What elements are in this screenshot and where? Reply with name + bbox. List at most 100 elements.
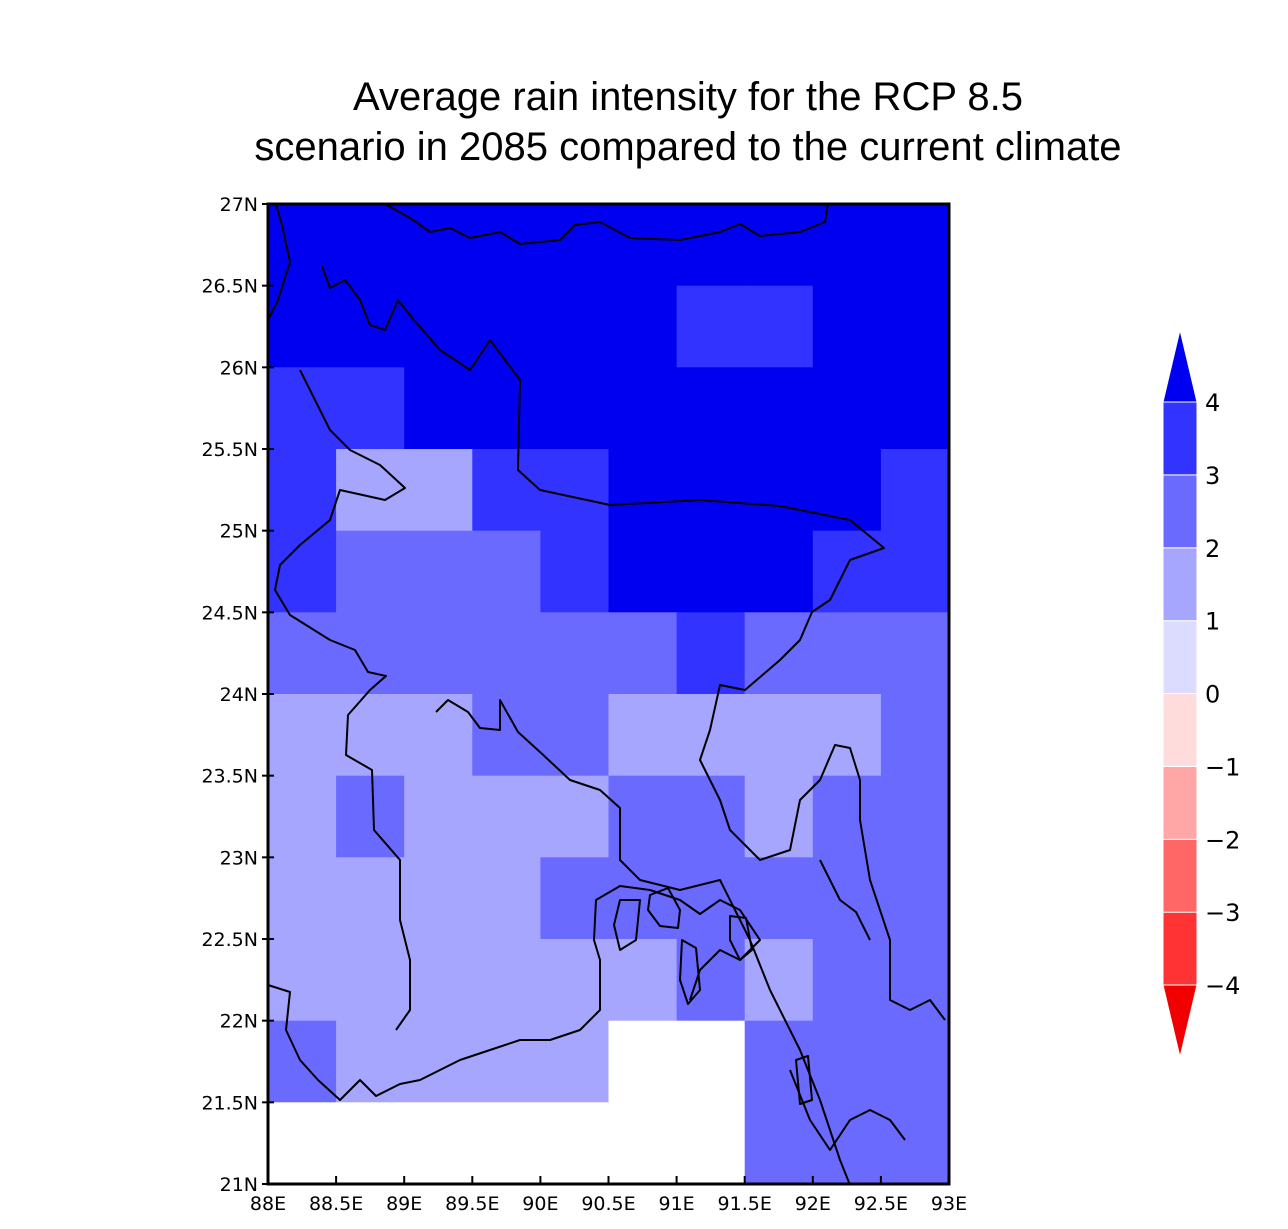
heatmap-cell — [676, 612, 746, 695]
heatmap-cell — [540, 204, 610, 287]
heatmap-cell — [540, 285, 610, 368]
heatmap-cell — [880, 775, 950, 858]
heatmap-cell — [336, 939, 405, 1022]
y-tick-label: 25N — [220, 521, 258, 543]
heatmap-cell — [744, 1020, 814, 1103]
heatmap-cell — [336, 612, 405, 695]
x-axis-ticks: 88E 88.5E 89E 89.5E 90E 90.5E 91E 91.5E 92E 92.5E… — [250, 1176, 967, 1215]
heatmap-cell — [268, 204, 337, 287]
heatmap-cells — [268, 204, 950, 1185]
heatmap-cell — [676, 1102, 746, 1185]
heatmap-cell — [268, 939, 337, 1022]
heatmap-cell — [540, 694, 610, 777]
coastline-islands — [613, 887, 813, 1105]
heatmap-cell — [472, 530, 541, 613]
heatmap-cell — [472, 449, 541, 532]
x-tick-label: 89E — [386, 1193, 422, 1215]
heatmap-cell — [812, 1102, 882, 1185]
colorbar-triangle-min — [1162, 984, 1198, 1058]
colorbar-label: −2 — [1205, 826, 1240, 854]
heatmap-cell — [812, 939, 882, 1022]
heatmap-cell — [404, 285, 473, 368]
heatmap-cell — [608, 939, 678, 1022]
heatmap-cell — [812, 775, 882, 858]
x-tick-label: 91E — [659, 1193, 695, 1215]
heatmap-cell — [268, 694, 337, 777]
heatmap-cell — [744, 1102, 814, 1185]
x-tick-label: 90E — [522, 1193, 558, 1215]
heatmap-cell — [404, 204, 473, 287]
heatmap-cell — [540, 939, 610, 1022]
heatmap-cell — [404, 367, 473, 450]
heatmap-cell — [676, 449, 746, 532]
colorbar-label: 3 — [1205, 462, 1220, 490]
heatmap-cell — [404, 939, 473, 1022]
y-tick-label: 26.5N — [201, 276, 258, 298]
coastline-north-border — [384, 203, 829, 245]
y-axis-ticks: 21N 21.5N 22N 22.5N 23N 23.5N 24N 24.5N 25N 25.5N… — [201, 194, 274, 1196]
heatmap-cell — [472, 694, 541, 777]
heatmap-cell — [336, 775, 405, 858]
colorbar-label: 2 — [1205, 535, 1220, 563]
heatmap-cell — [608, 449, 678, 532]
heatmap-cell — [268, 1102, 337, 1185]
colorbar-bin — [1162, 620, 1198, 694]
heatmap-cell — [744, 367, 814, 450]
heatmap-cell — [268, 612, 337, 695]
heatmap-cell — [472, 612, 541, 695]
heatmap-cell — [608, 612, 678, 695]
chart-title-line-1: Average rain intensity for the RCP 8.5 — [353, 75, 1023, 119]
coastline-east — [789, 859, 906, 1151]
colorbar-bin — [1162, 693, 1198, 767]
heatmap-cell — [812, 204, 882, 287]
heatmap-cell — [540, 775, 610, 858]
heatmap-cell — [744, 857, 814, 940]
heatmap-cell — [676, 939, 746, 1022]
x-tick-label: 88E — [250, 1193, 286, 1215]
heatmap-cell — [608, 1020, 678, 1103]
colorbar-label: 1 — [1205, 608, 1220, 636]
coastline-west-border — [267, 203, 946, 1021]
y-tick-label: 22.5N — [201, 929, 258, 951]
heatmap-cell — [336, 857, 405, 940]
heatmap-cell — [744, 449, 814, 532]
heatmap-cell — [812, 530, 882, 613]
heatmap-cell — [812, 449, 882, 532]
y-tick-label: 26N — [220, 357, 258, 379]
heatmap-cell — [676, 694, 746, 777]
coastline-india-west — [274, 369, 411, 1031]
coastline — [267, 203, 946, 1186]
heatmap-cell — [336, 530, 405, 613]
heatmap-cell — [812, 285, 882, 368]
heatmap-cell — [404, 1102, 473, 1185]
colorbar-label: −3 — [1205, 899, 1240, 927]
y-tick-label: 24.5N — [201, 602, 258, 624]
y-tick-label: 25.5N — [201, 439, 258, 461]
heatmap-cell — [880, 857, 950, 940]
heatmap-cell — [812, 694, 882, 777]
y-tick-label: 22N — [220, 1011, 258, 1033]
y-tick-label: 23.5N — [201, 766, 258, 788]
x-tick-label: 92E — [795, 1193, 831, 1215]
heatmap-cell — [744, 204, 814, 287]
heatmap-cell — [336, 449, 405, 532]
heatmap-cell — [336, 285, 405, 368]
coastline-rivers — [435, 699, 851, 1186]
heatmap-cell — [336, 367, 405, 450]
heatmap-cell — [676, 775, 746, 858]
heatmap-cell — [608, 530, 678, 613]
heatmap-cell — [268, 857, 337, 940]
chart-title-line-2: scenario in 2085 compared to the current… — [254, 125, 1122, 169]
y-tick-label: 23N — [220, 847, 258, 869]
colorbar-bin — [1162, 765, 1198, 840]
heatmap-cell — [608, 204, 678, 287]
heatmap-cell — [880, 939, 950, 1022]
heatmap-cell — [404, 530, 473, 613]
heatmap-cell — [812, 1020, 882, 1103]
heatmap-cell — [880, 612, 950, 695]
heatmap-cell — [676, 367, 746, 450]
heatmap-cell — [880, 694, 950, 777]
heatmap-cell — [540, 1020, 610, 1103]
colorbar-label: 0 — [1205, 681, 1220, 709]
